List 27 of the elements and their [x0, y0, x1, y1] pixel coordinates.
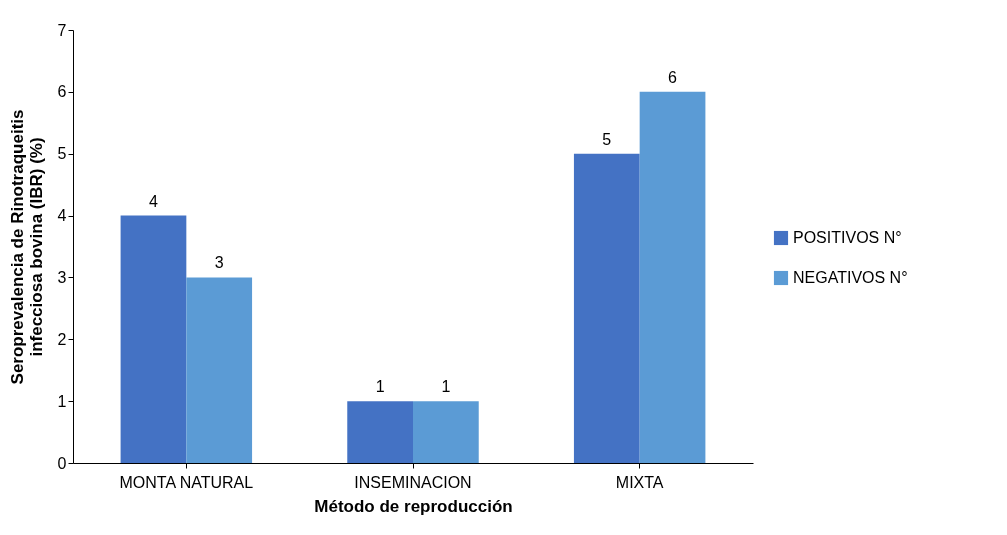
- x-tick-label: MONTA NATURAL: [119, 473, 254, 491]
- y-tick-label: 2: [57, 330, 67, 348]
- y-tick-label: 6: [57, 83, 67, 101]
- x-tick-label: MIXTA: [615, 473, 664, 491]
- y-tick-label: 7: [57, 21, 67, 39]
- x-axis-title: Método de reproducción: [314, 496, 513, 516]
- legend-label: POSITIVOS N°: [793, 229, 902, 246]
- bar: [186, 277, 253, 463]
- y-tick-label: 1: [57, 392, 67, 410]
- bar: [573, 153, 640, 463]
- y-axis-title: Seroprevalencia de Rinotraqueitis infecciosa bovina (IBR) (%): [7, 109, 46, 385]
- y-tick-label: 5: [57, 145, 67, 163]
- data-label: 5: [602, 130, 612, 148]
- y-tick-label: 3: [57, 268, 67, 286]
- bar: [413, 401, 479, 463]
- y-tick-label: 4: [57, 207, 67, 225]
- data-label: 1: [441, 378, 451, 396]
- data-label: 6: [668, 68, 678, 86]
- data-label: 3: [214, 254, 224, 272]
- data-label: 1: [375, 378, 385, 396]
- y-tick-label: 0: [57, 454, 67, 472]
- x-tick-label: INSEMINACION: [354, 473, 472, 491]
- bar: [347, 401, 413, 463]
- legend-label: NEGATIVOS N°: [793, 269, 908, 286]
- data-label: 4: [149, 192, 159, 210]
- bar: [639, 91, 706, 463]
- bar: [120, 215, 187, 463]
